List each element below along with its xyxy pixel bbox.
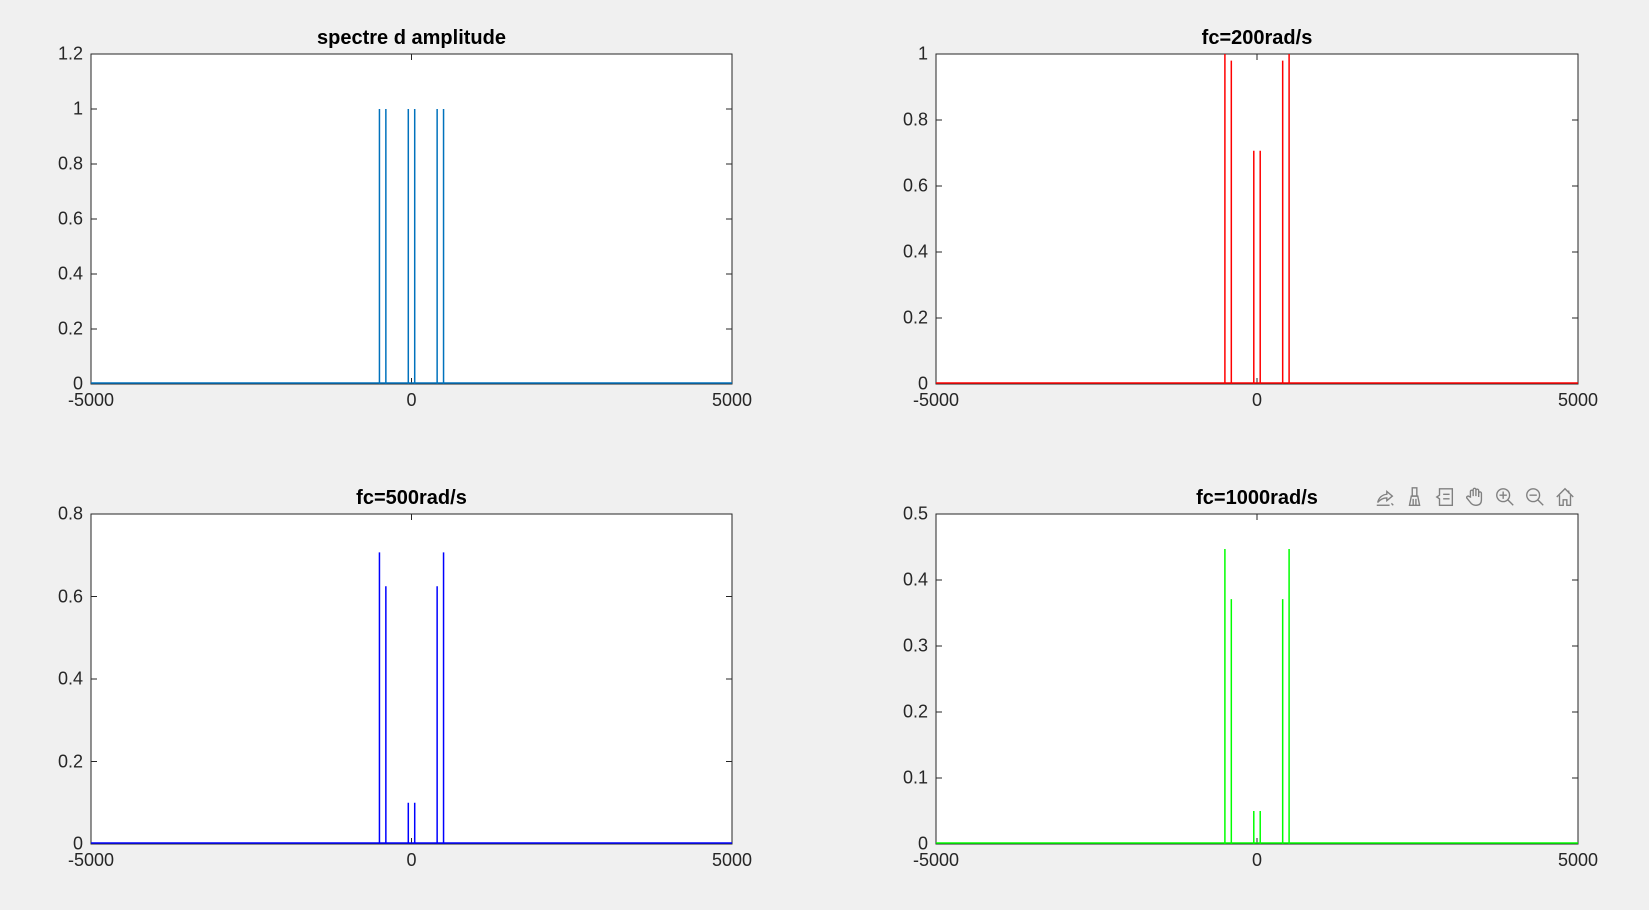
y-tick-label: 0.6	[902, 175, 928, 196]
axes-toolbar	[1372, 484, 1578, 510]
zoom-in-button[interactable]	[1492, 484, 1518, 510]
zoom-in-icon	[1496, 488, 1514, 506]
x-tick-label: 0	[406, 390, 417, 410]
home-icon	[1556, 487, 1574, 506]
axes-box	[935, 53, 1579, 385]
y-tick-label: 1	[72, 98, 83, 119]
export-button[interactable]	[1372, 484, 1398, 510]
subplot-title: fc=500rad/s	[356, 487, 467, 509]
y-tick-label: 0.8	[57, 503, 83, 524]
x-tick-label: 5000	[1557, 850, 1599, 870]
x-tick-label: 5000	[711, 850, 753, 870]
y-tick-label: 0.6	[57, 586, 83, 606]
y-tick-label: 0.4	[57, 263, 83, 284]
x-tick-label: -5000	[67, 390, 115, 410]
y-tick-label: 0	[72, 833, 83, 854]
x-tick-label: 0	[406, 850, 417, 870]
y-tick-label: 0.2	[57, 318, 83, 339]
axes-box	[90, 53, 733, 385]
y-tick-label: 0.3	[902, 635, 928, 656]
x-tick-label: 0	[1251, 850, 1263, 870]
y-tick-label: 0.4	[902, 569, 928, 590]
axes-box	[90, 513, 733, 845]
subplot-title: fc=200rad/s	[1201, 27, 1313, 49]
zoom-out-button[interactable]	[1522, 484, 1548, 510]
x-tick-label: -5000	[912, 390, 960, 410]
y-tick-label: 0	[72, 373, 83, 394]
y-tick-label: 0.6	[57, 208, 83, 229]
y-tick-label: 1.2	[57, 43, 83, 64]
y-tick-label: 0.1	[902, 767, 928, 788]
x-tick-label: 5000	[1557, 390, 1599, 410]
y-tick-label: 0.2	[57, 751, 83, 771]
subplot-title: fc=1000rad/s	[1196, 487, 1318, 509]
y-tick-label: 0.2	[902, 701, 928, 722]
y-tick-label: 0.2	[902, 307, 928, 328]
y-tick-label: 0.4	[902, 241, 928, 262]
pan-button[interactable]	[1462, 484, 1488, 510]
y-tick-label: 0.8	[902, 109, 928, 130]
x-tick-label: -5000	[67, 850, 115, 870]
y-tick-label: 1	[917, 43, 928, 64]
data-tips-button[interactable]	[1432, 484, 1458, 510]
data-tips-icon	[1435, 488, 1454, 506]
x-tick-label: -5000	[912, 850, 960, 870]
brush-button[interactable]	[1402, 484, 1428, 510]
y-tick-label: 0	[917, 833, 928, 854]
y-tick-label: 0	[917, 373, 928, 394]
x-tick-label: 0	[1251, 390, 1263, 410]
export-icon	[1376, 490, 1394, 506]
subplot-title: spectre d amplitude	[317, 27, 506, 49]
home-button[interactable]	[1552, 484, 1578, 510]
x-tick-label: 5000	[711, 390, 753, 410]
pan-icon	[1466, 487, 1483, 506]
zoom-out-icon	[1526, 488, 1544, 506]
brush-icon	[1408, 487, 1421, 506]
axes-box	[935, 513, 1579, 845]
y-tick-label: 0.8	[57, 153, 83, 174]
y-tick-label: 0.4	[57, 668, 83, 689]
y-tick-label: 0.5	[902, 503, 928, 524]
